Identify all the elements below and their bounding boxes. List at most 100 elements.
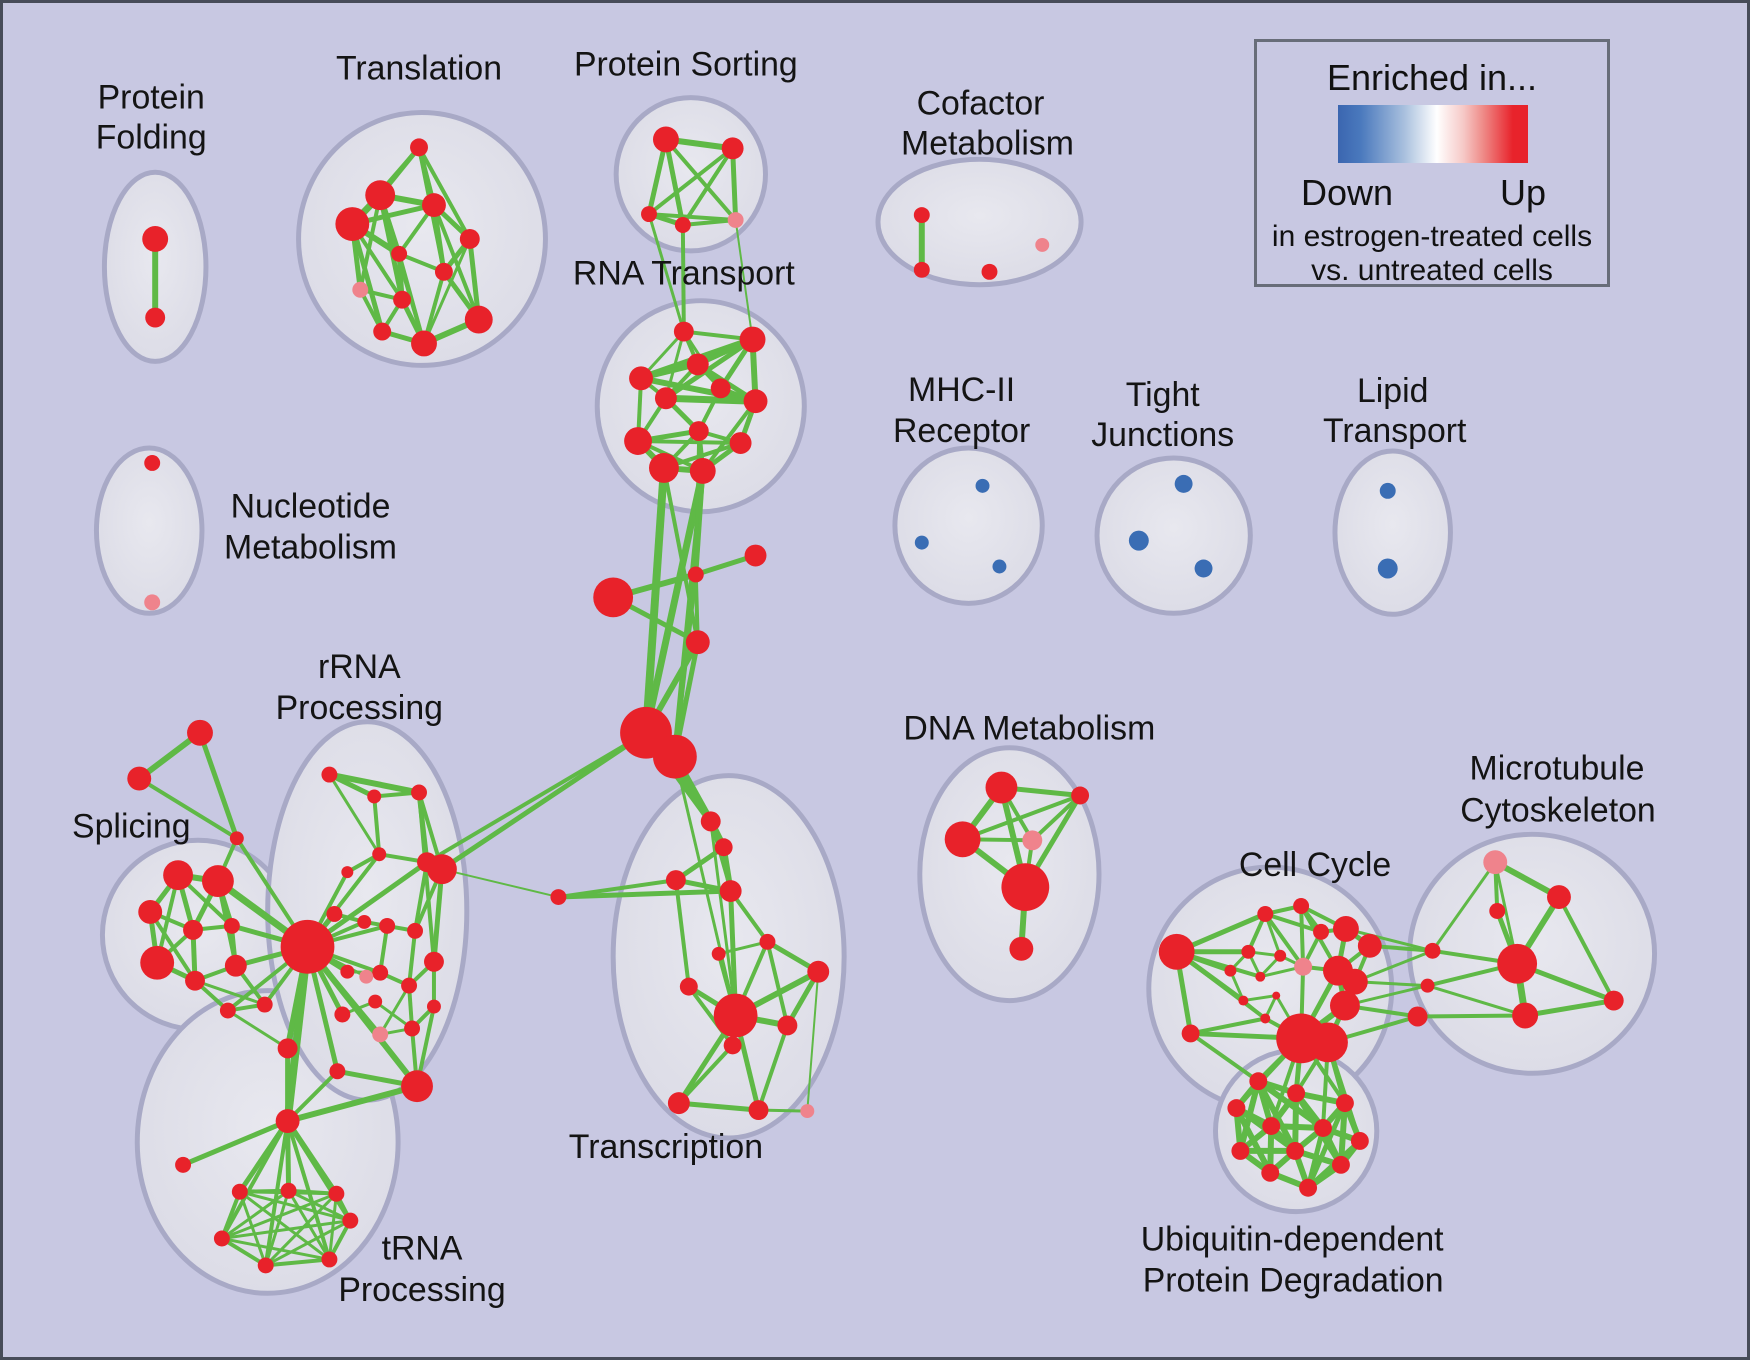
cluster-ellipse-tight-junctions (1094, 455, 1253, 616)
cluster-label-transcription-line1: Transcription (569, 1128, 763, 1166)
edge-q1-q3 (197, 731, 240, 840)
gene-set-node-s4 (138, 900, 163, 924)
cluster-label-microtubule-cytoskeleton-line1: Microtubule (1470, 750, 1645, 788)
edge-x5-x6 (718, 940, 768, 956)
gene-set-node-q3 (229, 831, 244, 846)
cluster-label-protein-folding-line2: Folding (96, 118, 207, 156)
gene-set-node-u19 (368, 994, 383, 1009)
gene-set-node-x7 (679, 977, 698, 996)
edge-u7-s1 (441, 868, 559, 899)
edge-tg3-tg5 (264, 1192, 338, 1267)
gene-set-node-b9 (1286, 1141, 1305, 1160)
gene-set-node-t9 (393, 290, 412, 309)
gene-set-node-u21 (426, 999, 441, 1014)
gene-set-node-k9 (1357, 933, 1382, 958)
gene-set-node-lt1 (1379, 482, 1396, 499)
edge-m2-m6 (1557, 896, 1616, 1002)
gene-set-node-x1 (700, 811, 721, 832)
gene-set-node-m7 (1424, 942, 1441, 959)
edge-m5-m6 (1524, 998, 1615, 1018)
edge-tg4-tg7 (221, 1219, 351, 1241)
edge-p1-p4 (663, 138, 686, 226)
gene-set-node-tj2 (1128, 530, 1149, 551)
edge-tg3-tg4 (221, 1192, 337, 1240)
gene-set-node-k17 (1308, 1022, 1348, 1063)
gene-set-node-n1 (593, 577, 634, 618)
gene-set-node-g2 (652, 734, 697, 779)
gene-set-node-x3 (665, 870, 686, 891)
gene-set-node-tg2 (280, 1182, 297, 1199)
gene-set-node-u20 (404, 1020, 421, 1037)
gene-set-node-b7 (1350, 1131, 1369, 1150)
gene-set-node-k13 (1238, 995, 1249, 1006)
gene-set-node-s7 (140, 945, 175, 980)
gene-set-node-r12 (689, 457, 716, 484)
edge-r7-r12 (701, 400, 758, 473)
gene-set-node-r8 (624, 427, 652, 455)
gene-set-node-u5 (341, 866, 354, 879)
edge-m1-m2 (1493, 859, 1561, 900)
edge-t5-t11 (422, 238, 472, 345)
edge-tg1-tg6 (238, 1190, 331, 1261)
gene-set-node-pf1 (142, 226, 169, 252)
edge-s1-x4 (558, 888, 731, 900)
cluster-label-lipid-transport-line1: Lipid (1357, 372, 1428, 410)
cluster-label-mhc-ii-receptor-line1: MHC-II (908, 371, 1015, 409)
edge-m5-m8 (1427, 984, 1526, 1017)
gene-set-node-th1 (275, 1109, 300, 1133)
gene-set-node-u1 (321, 766, 338, 783)
gene-set-node-m9 (1407, 1006, 1428, 1027)
gene-set-node-pf2 (145, 307, 166, 328)
cluster-label-cofactor-metabolism-line2: Metabolism (901, 124, 1074, 162)
cluster-label-rrna-processing-line2: Processing (276, 689, 443, 727)
edge-k1-k6 (1263, 912, 1305, 968)
edge-u7-u17 (431, 868, 445, 962)
gene-set-node-e1 (1158, 933, 1195, 970)
gene-set-node-tg5 (257, 1257, 274, 1274)
edge-q2-q3 (138, 776, 238, 840)
gene-set-node-ut1 (401, 1070, 433, 1103)
edge-r12-g1 (642, 470, 707, 734)
edge-t4-t12 (349, 223, 385, 333)
gene-set-node-u15 (359, 969, 374, 984)
gene-set-node-q1 (187, 719, 213, 746)
gene-set-node-x8 (807, 960, 830, 983)
gene-set-node-x2 (714, 838, 733, 857)
gene-set-node-p2 (721, 137, 744, 160)
edge-k2-k6 (1299, 905, 1306, 967)
gene-set-node-r11 (649, 453, 679, 483)
edge-u2-u4 (372, 796, 382, 855)
gene-set-node-n4 (685, 630, 710, 655)
edge-tg1-tg7 (239, 1190, 351, 1223)
gene-set-node-b1 (1249, 1072, 1268, 1091)
cluster-label-trna-processing-line1: tRNA (382, 1229, 463, 1267)
edge-tg2-tg5 (264, 1190, 291, 1266)
gene-set-node-u2 (367, 789, 382, 804)
edge-tg3-tg6 (327, 1193, 338, 1260)
gene-set-node-e2 (1181, 1024, 1200, 1043)
gene-set-node-d5 (1001, 863, 1050, 911)
legend-box: Enriched in... Down Up in estrogen-treat… (1254, 39, 1610, 287)
gene-set-node-n2 (687, 566, 704, 583)
gene-set-node-m4 (1497, 943, 1538, 984)
edge-x10-x13 (756, 1024, 790, 1111)
cluster-label-cofactor-metabolism-line1: Cofactor (917, 85, 1045, 123)
cluster-label-protein-folding-line1: Protein (98, 79, 205, 117)
gene-set-node-k4 (1274, 949, 1287, 962)
edge-b3-b12 (1305, 1102, 1348, 1189)
gene-set-node-b6 (1314, 1119, 1332, 1137)
edge-tg5-tg6 (265, 1257, 330, 1267)
gene-set-node-tj1 (1174, 474, 1193, 493)
edge-p3-r1 (647, 213, 686, 332)
gene-set-node-t6 (391, 245, 408, 262)
gene-set-node-s2 (163, 860, 194, 891)
edge-p2-p5 (730, 148, 739, 221)
legend-title: Enriched in... (1326, 57, 1538, 98)
gene-set-node-c3 (981, 263, 998, 280)
gene-set-node-b4 (1227, 1099, 1246, 1118)
edge-u1-u4 (328, 773, 381, 856)
gene-set-node-k2 (1293, 898, 1310, 914)
edge-p2-p3 (647, 146, 734, 216)
gene-set-node-t2 (365, 180, 396, 211)
gene-set-node-t8 (352, 281, 369, 298)
